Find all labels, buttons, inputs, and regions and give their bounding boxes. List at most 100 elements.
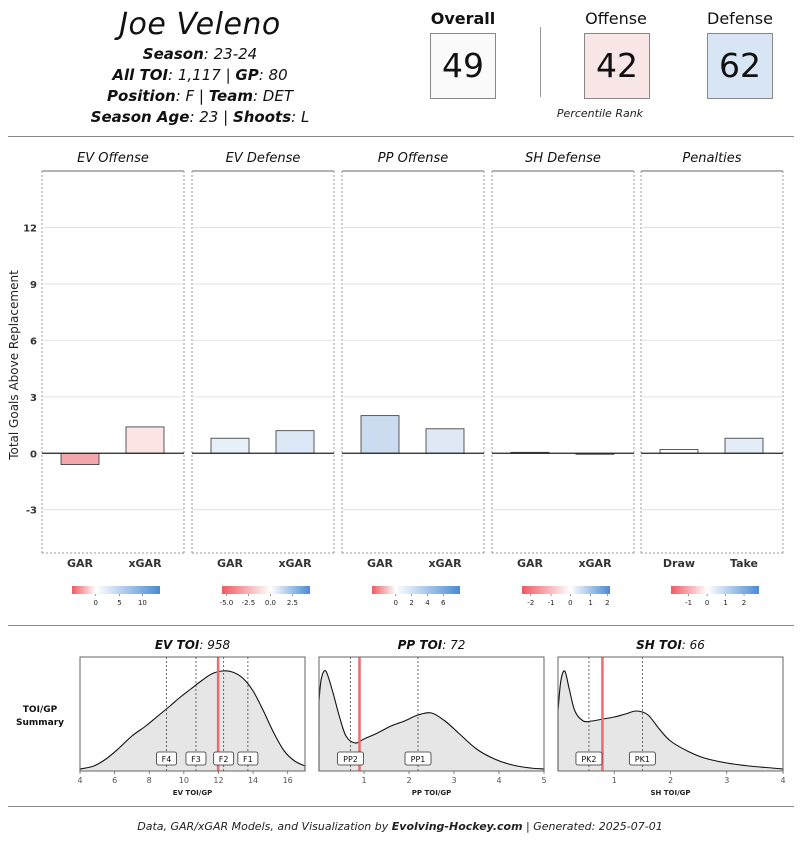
legend-color-bar [222, 586, 310, 594]
toi-panel-title: SH TOI: 66 [636, 638, 705, 652]
x-tick-label: 5 [541, 776, 546, 785]
role-marker-box [337, 751, 364, 766]
panel-title: PP Offense [378, 151, 448, 166]
percentile-rank-label: Percentile Rank [556, 107, 644, 120]
legend-tick-label: 2 [409, 599, 413, 607]
legend-tick-label: -1 [685, 599, 692, 607]
role-marker-label: PP1 [411, 755, 426, 764]
offense-label: Offense [585, 9, 647, 28]
gar-bar-chart: Total Goals Above Replacement-3036912EV … [7, 151, 784, 607]
position-value: : F | [175, 87, 209, 105]
bar [724, 437, 764, 454]
x-axis-title: PP TOI/GP [412, 789, 451, 797]
panel-title: EV Offense [77, 151, 149, 166]
overall-value: 49 [430, 33, 496, 99]
panel-title: Penalties [682, 151, 741, 166]
toi-summary-label-2: Summary [16, 718, 64, 728]
position-line: Position: F | Team: DET [60, 86, 340, 107]
bar [210, 437, 250, 454]
legend-tick-label: 2 [742, 599, 746, 607]
y-tick-label: 3 [30, 393, 37, 404]
middle-divider [8, 625, 794, 626]
bar [60, 452, 100, 465]
footer-brand: Evolving-Hockey.com [391, 820, 523, 833]
y-tick-label: 12 [23, 223, 37, 234]
x-tick-label: 1 [361, 776, 366, 785]
density-area [557, 670, 784, 772]
y-tick-label: -3 [26, 506, 37, 517]
x-tick-label: xGAR [128, 557, 162, 570]
footer-divider [8, 806, 794, 807]
age-line: Season Age: 23 | Shoots: L [60, 107, 340, 128]
x-tick-label: Take [730, 557, 758, 570]
x-tick-label: xGAR [278, 557, 312, 570]
legend-color-bar [671, 586, 759, 594]
team-label: Team [208, 87, 253, 105]
toi-panel-title-value: : 958 [199, 638, 230, 652]
role-marker-box [237, 751, 259, 766]
footer-pre: Data, GAR/xGAR Models, and Visualization… [137, 820, 392, 833]
toi-panel-frame [79, 656, 306, 772]
density-area [318, 670, 545, 772]
toi-panel-title-value: : 72 [442, 638, 465, 652]
x-tick-label: 1 [612, 776, 617, 785]
shoots-value: : L [291, 108, 310, 126]
x-tick-label: GAR [517, 557, 544, 570]
toi-panel-title-bold: EV TOI [155, 638, 200, 652]
y-tick-label: 9 [30, 280, 37, 291]
percentile-divider [540, 27, 541, 97]
team-value: : DET [252, 87, 293, 105]
legend-tick-label: 10 [138, 599, 147, 607]
age-value: : 23 | [189, 108, 233, 126]
overall-label: Overall [430, 9, 496, 28]
legend-tick-label: -5.0 [220, 599, 234, 607]
legend-tick-label: 4 [425, 599, 430, 607]
x-tick-label: 3 [451, 776, 456, 785]
footer-credit: Data, GAR/xGAR Models, and Visualization… [0, 820, 800, 833]
bar [360, 415, 400, 454]
role-marker-box [628, 751, 656, 766]
density-area [79, 670, 306, 772]
role-marker-box [575, 751, 603, 766]
toi-summary-label-1: TOI/GP [23, 705, 58, 715]
x-tick-label: 2 [406, 776, 411, 785]
role-marker-label: PK2 [581, 755, 596, 764]
legend-tick-label: 0.0 [265, 599, 276, 607]
panel-title: SH Defense [525, 151, 601, 166]
x-tick-label: 4 [496, 776, 501, 785]
season-line: Season: 23-24 [60, 44, 340, 65]
panel-title: EV Defense [226, 151, 301, 166]
season-label: Season [142, 45, 204, 63]
x-tick-label: 3 [724, 776, 729, 785]
legend-tick-label: 6 [441, 599, 446, 607]
legend-tick-label: 2 [605, 599, 609, 607]
toi-label: All TOI [112, 66, 169, 84]
legend-color-bar [372, 586, 460, 594]
legend-tick-label: 5 [117, 599, 121, 607]
role-marker-label: PK1 [635, 755, 650, 764]
x-tick-label: GAR [67, 557, 94, 570]
x-tick-label: 8 [147, 776, 152, 785]
x-tick-label: 16 [283, 776, 293, 785]
x-tick-label: 4 [780, 776, 785, 785]
role-marker-label: F3 [191, 755, 201, 764]
x-tick-label: GAR [217, 557, 244, 570]
defense-label: Defense [707, 9, 773, 28]
legend-tick-label: 0 [94, 599, 98, 607]
x-axis-title: EV TOI/GP [173, 789, 212, 797]
legend-tick-label: -2 [527, 599, 534, 607]
role-marker-label: F2 [219, 755, 229, 764]
role-marker-label: F1 [243, 755, 253, 764]
toi-panel-title: EV TOI: 958 [155, 638, 231, 652]
x-tick-label: xGAR [578, 557, 612, 570]
offense-percentile: Offense [576, 8, 656, 30]
defense-percentile: Defense [700, 8, 780, 30]
legend-color-bar [72, 586, 160, 594]
legend-tick-label: 1 [723, 599, 727, 607]
y-tick-label: 6 [30, 336, 37, 347]
toi-panel-frame [318, 656, 545, 772]
role-marker-box [213, 751, 235, 766]
role-marker-box [156, 751, 177, 766]
defense-value: 62 [707, 33, 773, 99]
toi-panel-title-bold: PP TOI [398, 638, 443, 652]
